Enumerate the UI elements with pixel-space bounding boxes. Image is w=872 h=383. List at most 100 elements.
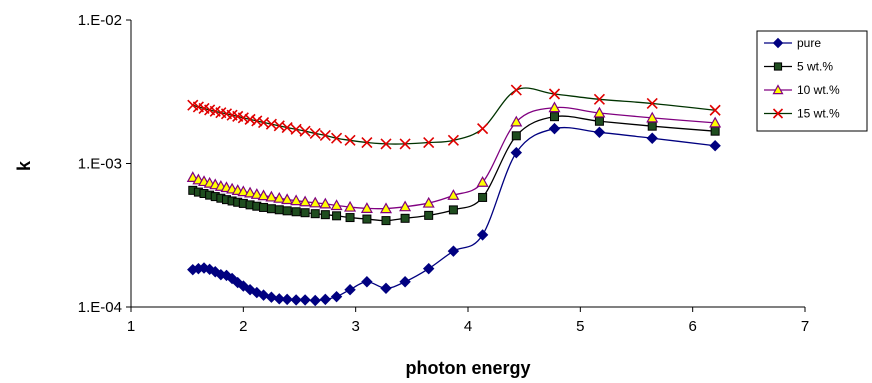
data-point (282, 206, 292, 216)
data-point (309, 196, 322, 208)
data-point (709, 104, 721, 116)
data-point (478, 192, 488, 202)
legend-label: 10 wt.% (797, 83, 840, 97)
data-point (594, 116, 604, 126)
data-point (423, 136, 435, 149)
data-point (646, 132, 658, 144)
data-point (237, 112, 249, 124)
data-point (244, 186, 257, 198)
x-axis-label: photon energy (406, 358, 531, 378)
data-point (274, 205, 284, 215)
x-tick-label: 1 (127, 318, 135, 335)
data-point (593, 126, 606, 138)
data-point (381, 216, 391, 226)
data-point (309, 127, 321, 140)
data-point (281, 121, 293, 134)
legend-item: 15 wt.% (764, 107, 840, 121)
data-point (548, 101, 561, 113)
data-point (319, 293, 332, 306)
data-point (380, 138, 392, 150)
y-axis-label: k (14, 160, 34, 171)
legend-label: 15 wt.% (797, 107, 840, 121)
data-point (290, 123, 302, 135)
data-point (477, 123, 489, 135)
series-1 (188, 112, 720, 226)
data-point (251, 115, 263, 127)
y-tick-label: 1.E-02 (78, 12, 122, 29)
data-point (330, 199, 343, 211)
data-point (330, 290, 343, 303)
data-point (548, 88, 561, 100)
data-point (257, 189, 270, 201)
data-point (265, 190, 278, 202)
data-point (244, 113, 256, 125)
data-point (772, 84, 784, 95)
data-point (344, 200, 357, 212)
data-point (772, 108, 784, 119)
data-point (447, 189, 460, 200)
legend-item: 5 wt.% (764, 60, 833, 74)
data-point (399, 138, 411, 150)
data-point (331, 132, 343, 144)
data-point (379, 202, 393, 214)
data-point (399, 200, 412, 212)
data-point (360, 202, 373, 213)
data-point (310, 209, 320, 219)
data-point (237, 185, 250, 197)
data-point (548, 122, 561, 135)
data-point (250, 188, 263, 199)
x-tick-label: 4 (464, 318, 472, 335)
data-point (709, 140, 721, 152)
axes: 1 2 3 4 5 6 7 1.E-04 1.E-03 1.E-02 (78, 12, 809, 335)
data-point (773, 62, 783, 71)
x-tick-label: 3 (351, 318, 359, 335)
legend: pure 5 wt.% 10 wt.% 15 wt.% (756, 30, 868, 132)
data-point (646, 97, 658, 110)
data-point (510, 146, 523, 159)
x-tick-label: 6 (688, 318, 696, 335)
data-point (273, 191, 286, 203)
data-point (447, 134, 459, 146)
data-point (319, 197, 332, 209)
y-tick-label: 1.E-03 (78, 156, 122, 173)
legend-item: 10 wt.% (764, 83, 840, 97)
x-tick-label: 7 (801, 318, 809, 335)
data-point (476, 176, 489, 187)
data-point (319, 129, 331, 141)
series-2 (186, 101, 722, 214)
data-point (344, 283, 356, 296)
data-point (399, 276, 411, 288)
legend-label: pure (797, 36, 821, 50)
data-point (257, 289, 270, 301)
data-point (344, 134, 356, 146)
data-point (281, 193, 294, 205)
x-tick-label: 2 (239, 318, 247, 335)
legend-label: 5 wt.% (797, 60, 833, 74)
x-tick-label: 5 (576, 318, 584, 335)
data-point (290, 294, 302, 306)
data-point (447, 245, 460, 257)
data-point (510, 84, 522, 96)
data-point (380, 282, 392, 295)
data-point (300, 208, 310, 218)
data-point (772, 37, 784, 49)
data-point (422, 262, 435, 275)
data-point (422, 196, 435, 208)
data-point (361, 276, 373, 288)
data-point (290, 194, 303, 206)
data-point (259, 202, 269, 212)
series-layer (186, 84, 722, 307)
data-point (281, 293, 293, 306)
data-point (424, 210, 434, 220)
data-point (646, 111, 659, 123)
data-point (266, 204, 276, 214)
legend-box (756, 30, 868, 132)
data-point (510, 115, 523, 127)
data-point (362, 214, 372, 224)
data-point (511, 131, 521, 141)
data-point (186, 171, 199, 183)
data-point (647, 121, 657, 131)
legend-item: pure (764, 36, 821, 50)
data-point (273, 293, 285, 305)
